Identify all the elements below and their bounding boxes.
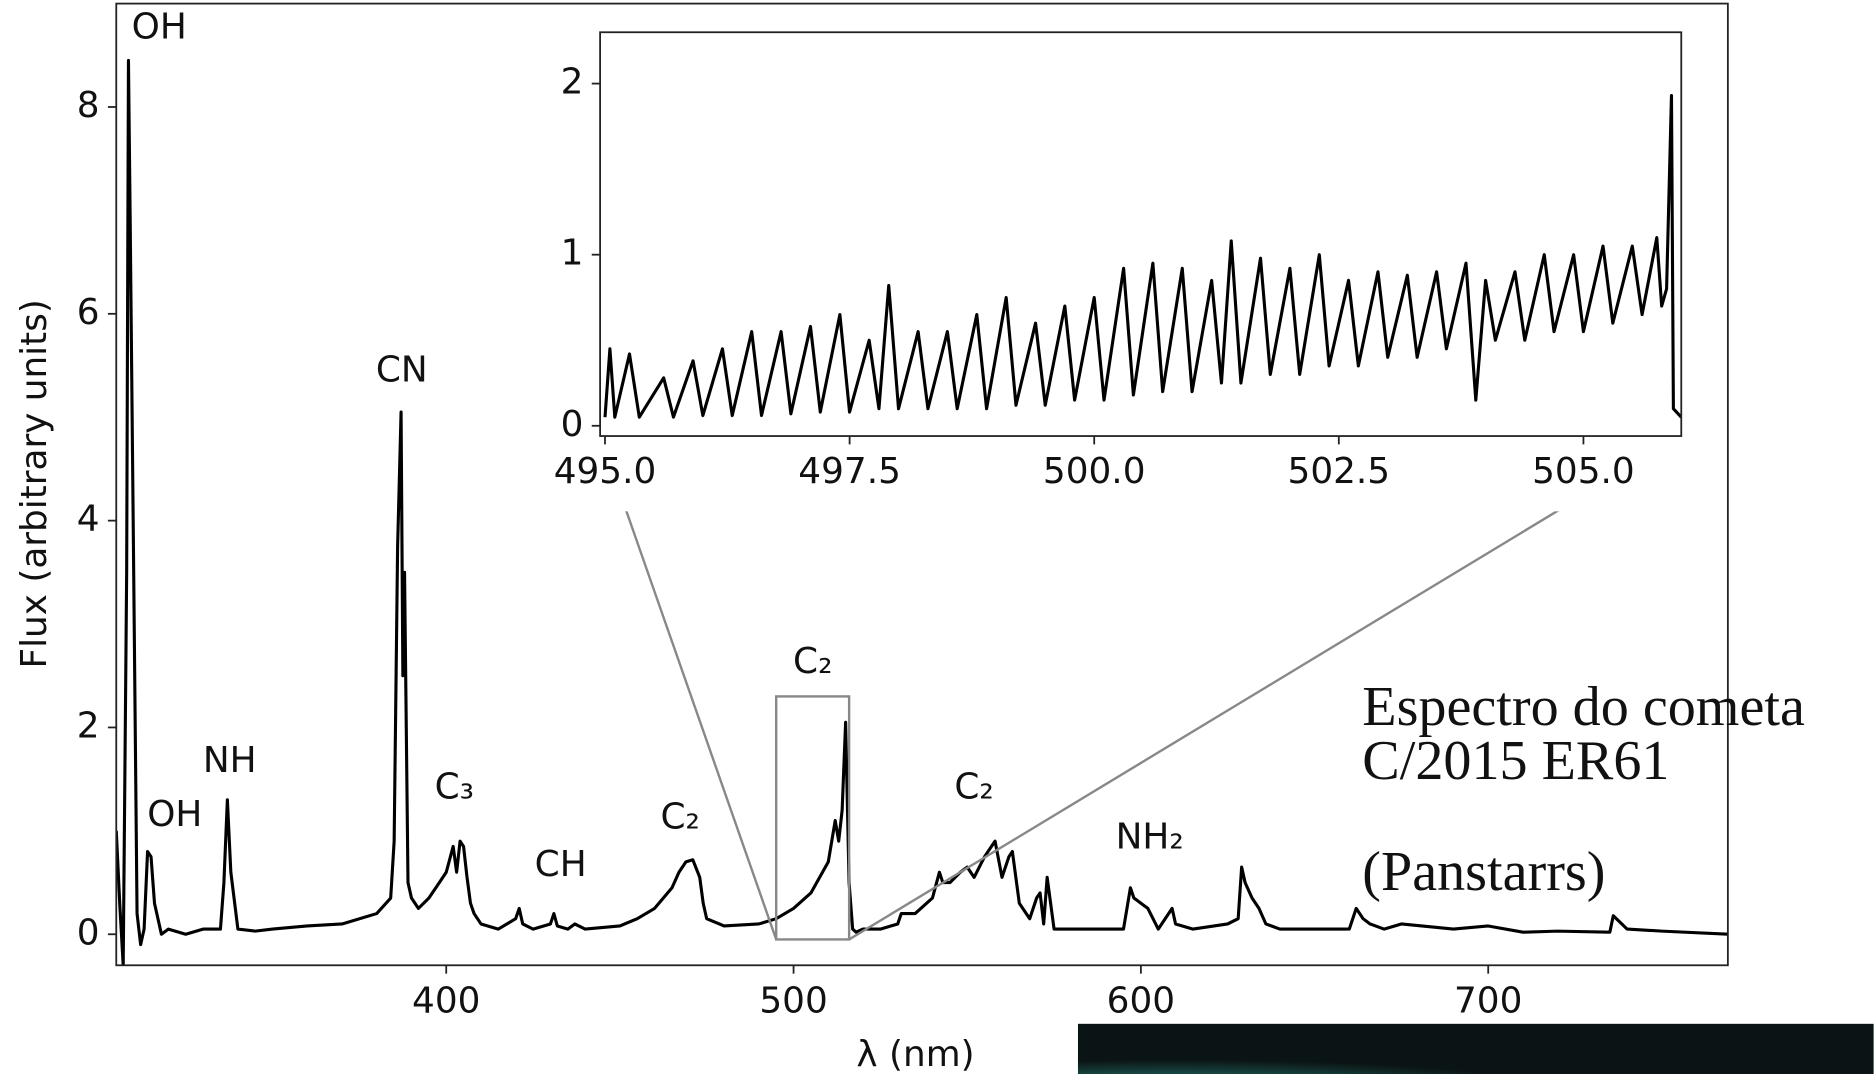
y-tick-label: 1 bbox=[561, 233, 584, 274]
peak-label: NH₂ bbox=[1116, 817, 1184, 858]
x-tick-label: 502.5 bbox=[1288, 451, 1391, 492]
x-tick-label: 497.5 bbox=[798, 451, 901, 492]
peak-label: OH bbox=[132, 7, 187, 48]
caption-line: Espectro do cometa bbox=[1362, 676, 1805, 738]
peak-label: CN bbox=[376, 350, 428, 391]
inset-plot: 495.0 497.5 500.0 502.5 505.0 0 1 2 bbox=[526, 21, 1697, 512]
caption-line: (Panstarrs) bbox=[1362, 841, 1605, 903]
y-tick-label: 8 bbox=[77, 85, 100, 126]
caption-line: C/2015 ER61 bbox=[1362, 730, 1669, 792]
x-tick-label: 400 bbox=[412, 980, 480, 1021]
x-tick-label: 500 bbox=[759, 980, 827, 1021]
x-tick-label: 505.0 bbox=[1532, 451, 1635, 492]
y-axis-label: Flux (arbitrary units) bbox=[14, 299, 55, 668]
x-tick-label: 495.0 bbox=[554, 451, 657, 492]
x-tick-label: 700 bbox=[1454, 980, 1522, 1021]
x-tick-label: 500.0 bbox=[1043, 451, 1146, 492]
x-axis-label: λ (nm) bbox=[856, 1034, 974, 1074]
peak-label: C₃ bbox=[435, 766, 474, 807]
peak-label: CH bbox=[535, 844, 587, 885]
zoom-box bbox=[774, 695, 851, 941]
y-tick-label: 0 bbox=[77, 912, 100, 953]
y-tick-label: 6 bbox=[77, 292, 100, 333]
peak-label: C₂ bbox=[954, 766, 993, 807]
comet-photo bbox=[1077, 1023, 1874, 1074]
zoom-connector bbox=[598, 435, 778, 940]
plot-frame bbox=[599, 31, 1683, 437]
y-tick-label: 2 bbox=[561, 62, 584, 103]
y-tick-label: 0 bbox=[561, 404, 584, 445]
zoom-connector bbox=[848, 435, 1682, 941]
peak-label: C₂ bbox=[793, 641, 832, 682]
peak-label: OH bbox=[147, 794, 202, 835]
peak-label: C₂ bbox=[660, 796, 699, 837]
inset-background bbox=[526, 21, 1697, 512]
main-plot: 400 500 600 700 0 2 4 6 8 Flux (arbitrary units) λ… bbox=[14, 2, 1729, 1074]
plot-frame bbox=[115, 2, 1729, 967]
y-tick-label: 4 bbox=[77, 499, 100, 540]
peak-label: NH bbox=[203, 740, 257, 781]
x-tick-label: 600 bbox=[1107, 980, 1175, 1021]
spectrum-line bbox=[603, 94, 1682, 419]
y-tick-label: 2 bbox=[77, 705, 100, 746]
